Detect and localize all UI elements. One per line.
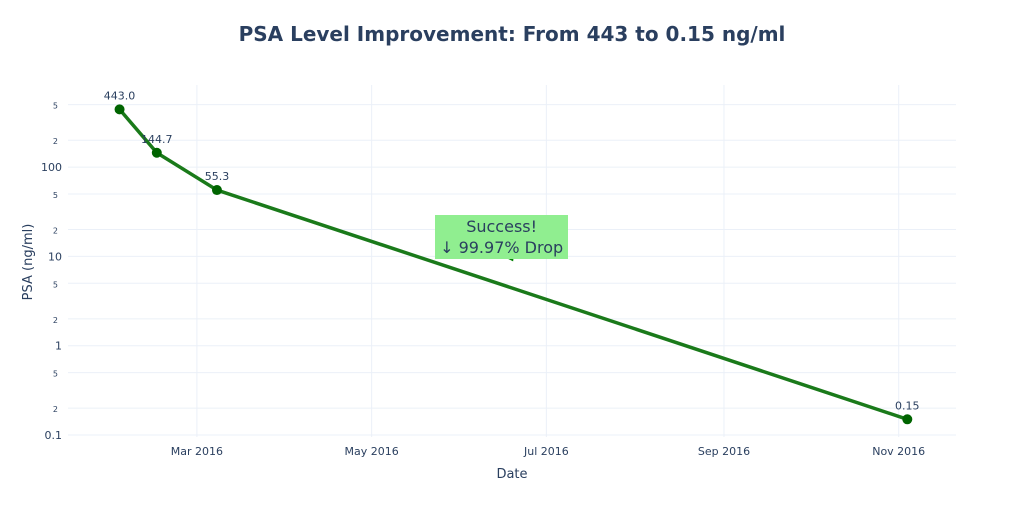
data-label: 144.7 bbox=[141, 133, 173, 146]
annotation-line-2: ↓ 99.97% Drop bbox=[440, 238, 564, 258]
y-tick-label: 5 bbox=[53, 191, 58, 200]
y-tick-label: 2 bbox=[53, 137, 58, 146]
data-label: 55.3 bbox=[205, 170, 230, 183]
data-label: 0.15 bbox=[895, 399, 920, 412]
y-tick-label: 10 bbox=[48, 250, 62, 263]
y-tick-label: 0.1 bbox=[45, 429, 63, 442]
x-tick-label: Jul 2016 bbox=[523, 445, 569, 458]
y-tick-label: 5 bbox=[53, 370, 58, 379]
x-tick-label: Mar 2016 bbox=[171, 445, 223, 458]
success-annotation: Success! ↓ 99.97% Drop bbox=[435, 215, 569, 260]
x-axis-label: Date bbox=[496, 467, 527, 482]
x-tick-label: Nov 2016 bbox=[872, 445, 925, 458]
y-tick-label: 100 bbox=[41, 161, 62, 174]
y-axis-label: PSA (ng/ml) bbox=[21, 224, 36, 301]
gridlines bbox=[68, 85, 956, 437]
y-tick-label: 5 bbox=[53, 280, 58, 289]
y-tick-label: 1 bbox=[55, 340, 62, 353]
y-tick-label: 2 bbox=[53, 405, 58, 414]
data-point bbox=[902, 414, 913, 425]
x-tick-label: May 2016 bbox=[345, 445, 399, 458]
y-tick-label: 2 bbox=[53, 227, 58, 236]
chart-title: PSA Level Improvement: From 443 to 0.15 … bbox=[238, 22, 786, 46]
data-point bbox=[151, 147, 162, 158]
annotation-line-1: Success! bbox=[466, 217, 538, 237]
x-tick-label: Sep 2016 bbox=[698, 445, 750, 458]
y-tick-label: 2 bbox=[53, 316, 58, 325]
data-series: 443.0 144.7 55.3 0.15 bbox=[104, 89, 920, 425]
y-tick-label: 5 bbox=[53, 102, 58, 111]
data-label: 443.0 bbox=[104, 89, 136, 102]
axis-ticks: Mar 2016 May 2016 Jul 2016 Sep 2016 Nov 2016… bbox=[41, 102, 925, 458]
data-point bbox=[211, 185, 222, 196]
psa-line bbox=[118, 108, 908, 421]
data-point bbox=[114, 104, 125, 115]
